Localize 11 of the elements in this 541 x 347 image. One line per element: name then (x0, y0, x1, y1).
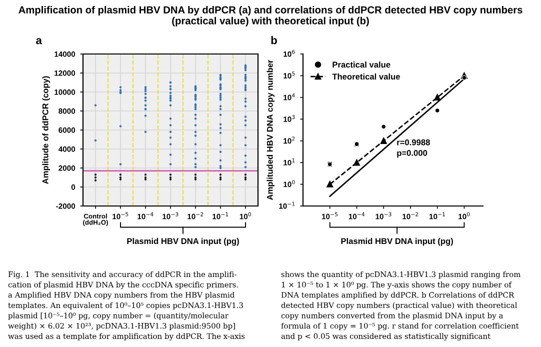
annotation: r=0.9988 (397, 139, 430, 146)
legend-label: Practical value (332, 62, 390, 68)
x-axis-title: Plasmid HBV DNA input (pg) (341, 238, 453, 246)
chart-title: Amplification of plasmid HBV DNA by ddPCR (a) and correlations of ddPCR detected HBV copy numbers (practical value) with theoretical input (b) (18, 6, 522, 26)
annotation: p=0.000 (397, 150, 428, 158)
y-axis-title: Amplituded HBV DNA copy number (266, 60, 274, 200)
chart-subtitle: b (271, 36, 277, 44)
y-axis-title: Amplitude of ddPCR (copy) (42, 76, 50, 184)
legend-label: Theoretical value (332, 73, 400, 80)
x-axis-title: Plasmid HBV DNA input (pg) (127, 238, 239, 246)
chart-subtitle: a (36, 38, 42, 44)
